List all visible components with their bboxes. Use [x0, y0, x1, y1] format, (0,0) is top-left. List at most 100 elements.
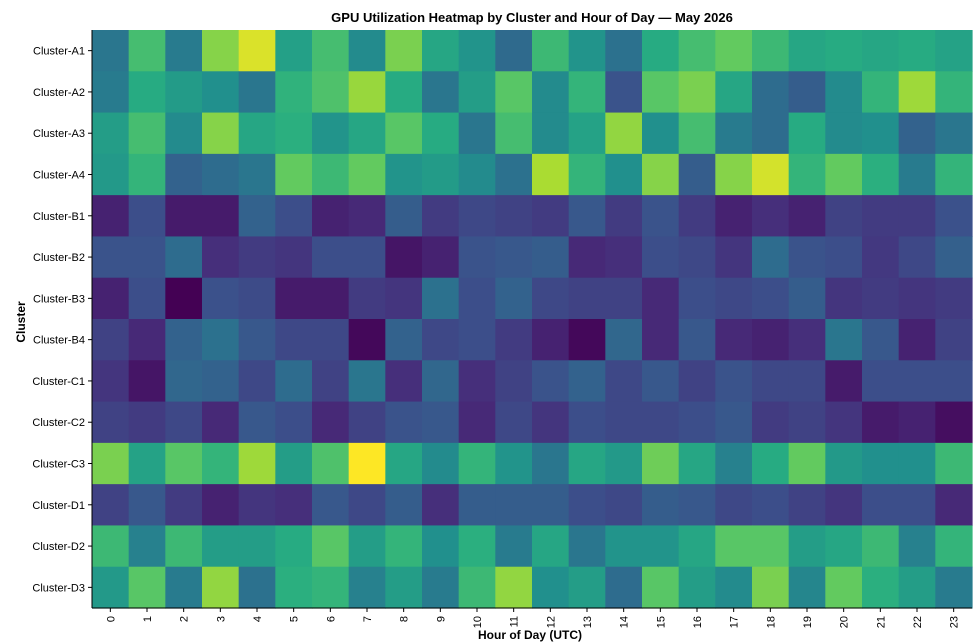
- heatmap-cell-cluster-a4-h1: [128, 153, 166, 196]
- heatmap-cell-cluster-b4-h8: [385, 319, 423, 361]
- heatmap-cell-cluster-b2-h4: [238, 236, 276, 279]
- heatmap-cell-cluster-c3-h20: [825, 442, 863, 485]
- heatmap-cell-cluster-d1-h3: [202, 484, 240, 527]
- heatmap-cell-cluster-c1-h0: [92, 360, 130, 403]
- heatmap-cell-cluster-a3-h14: [605, 112, 643, 155]
- heatmap-cell-cluster-c1-h2: [165, 360, 203, 403]
- heatmap-cell-cluster-d2-h6: [312, 525, 350, 568]
- heatmap-cell-cluster-a3-h1: [128, 112, 166, 155]
- heatmap-cell-cluster-a1-h7: [348, 30, 386, 72]
- heatmap-cell-cluster-b1-h21: [862, 195, 900, 238]
- heatmap-cell-cluster-b4-h9: [422, 319, 460, 361]
- y-tick-label: Cluster-B2: [33, 252, 85, 264]
- x-axis: 0 1 2 3 4 5 6 7 8 9 10 11 12 13 14 15 16 17 18 19 20 21 22 23: [92, 607, 972, 628]
- heatmap-cell-cluster-c1-h15: [642, 360, 680, 403]
- heatmap-cell-cluster-a3-h10: [458, 112, 496, 155]
- heatmap-cell-cluster-a3-h22: [898, 112, 936, 155]
- heatmap-cell-cluster-c1-h1: [128, 360, 166, 403]
- heatmap-cell-cluster-b2-h6: [312, 236, 350, 279]
- heatmap-cell-cluster-b1-h6: [312, 195, 350, 238]
- heatmap-cell-cluster-c3-h16: [678, 442, 716, 485]
- heatmap-cell-cluster-b3-h1: [128, 277, 166, 320]
- heatmap-cell-cluster-a3-h4: [238, 112, 276, 155]
- heatmap-cell-cluster-d3-h15: [642, 566, 680, 609]
- heatmap-cell-cluster-a4-h10: [458, 153, 496, 196]
- heatmap-cell-cluster-d3-h7: [348, 566, 386, 609]
- y-tick-label: Cluster-B3: [33, 293, 85, 305]
- x-tick-label: 12: [545, 616, 557, 628]
- x-tick-label: 10: [472, 616, 484, 628]
- heatmap-cell-cluster-b2-h13: [568, 236, 606, 279]
- heatmap-cell-cluster-b3-h23: [935, 277, 973, 320]
- heatmap-cell-cluster-b2-h18: [752, 236, 790, 279]
- heatmap-cell-cluster-b4-h22: [898, 319, 936, 361]
- heatmap-cell-cluster-d2-h2: [165, 525, 203, 568]
- heatmap-cell-cluster-a1-h20: [825, 30, 863, 72]
- x-tick-label: 11: [509, 616, 521, 627]
- x-tick-label: 3: [215, 616, 227, 622]
- heatmap-cell-cluster-a2-h8: [385, 71, 423, 114]
- heatmap-cell-cluster-a3-h0: [92, 112, 130, 155]
- heatmap-cell-cluster-c3-h2: [165, 442, 203, 485]
- heatmap-cell-cluster-a2-h5: [275, 71, 313, 114]
- heatmap-cell-cluster-a1-h12: [532, 30, 570, 72]
- heatmap-cell-cluster-d3-h21: [862, 566, 900, 609]
- heatmap-cell-cluster-b3-h9: [422, 277, 460, 320]
- heatmap-cell-cluster-a1-h13: [568, 30, 606, 72]
- heatmap-cell-cluster-c2-h7: [348, 401, 386, 444]
- y-tick-label: Cluster-C3: [32, 459, 85, 471]
- heatmap-cell-cluster-a4-h21: [862, 153, 900, 196]
- heatmap-cell-cluster-a4-h23: [935, 153, 973, 196]
- heatmap-cell-cluster-a4-h18: [752, 153, 790, 196]
- heatmap-cell-cluster-b3-h0: [92, 277, 130, 320]
- heatmap-cell-cluster-d3-h1: [128, 566, 166, 609]
- heatmap-cell-cluster-d1-h23: [935, 484, 973, 527]
- heatmap-cell-cluster-b4-h0: [92, 319, 130, 361]
- heatmap-cell-cluster-a1-h17: [715, 30, 753, 72]
- heatmap-cell-cluster-b3-h21: [862, 277, 900, 320]
- heatmap-cell-cluster-c3-h21: [862, 442, 900, 485]
- x-tick-label: 20: [839, 616, 851, 628]
- heatmap-cell-cluster-c3-h5: [275, 442, 313, 485]
- y-tick-label: Cluster-B4: [33, 335, 85, 347]
- heatmap-cell-cluster-b4-h1: [128, 319, 166, 361]
- heatmap-cell-cluster-b2-h11: [495, 236, 533, 279]
- heatmap-cell-cluster-b3-h18: [752, 277, 790, 320]
- heatmap-cell-cluster-b3-h13: [568, 277, 606, 320]
- heatmap-cell-cluster-a1-h6: [312, 30, 350, 72]
- heatmap-cell-cluster-c3-h8: [385, 442, 423, 485]
- y-tick-label: Cluster-A2: [33, 87, 85, 99]
- heatmap-cell-cluster-d3-h10: [458, 566, 496, 609]
- heatmap-cell-cluster-b2-h12: [532, 236, 570, 279]
- heatmap-cell-cluster-c1-h21: [862, 360, 900, 403]
- heatmap-cell-cluster-c2-h12: [532, 401, 570, 444]
- heatmap-cell-cluster-b4-h23: [935, 319, 973, 361]
- heatmap-cell-cluster-c1-h6: [312, 360, 350, 403]
- heatmap-cell-cluster-d3-h20: [825, 566, 863, 609]
- heatmap-cell-cluster-a3-h19: [788, 112, 826, 155]
- heatmap-cell-cluster-d1-h13: [568, 484, 606, 527]
- heatmap-cell-cluster-a2-h6: [312, 71, 350, 114]
- heatmap-cell-cluster-c1-h18: [752, 360, 790, 403]
- heatmap-cell-cluster-a4-h5: [275, 153, 313, 196]
- heatmap-cell-cluster-c1-h7: [348, 360, 386, 403]
- heatmap-cell-cluster-a3-h15: [642, 112, 680, 155]
- heatmap-cell-cluster-a1-h14: [605, 30, 643, 72]
- heatmap-cell-cluster-b1-h15: [642, 195, 680, 238]
- heatmap-cell-cluster-b1-h4: [238, 195, 276, 238]
- heatmap-cell-cluster-b3-h16: [678, 277, 716, 320]
- heatmap-cell-cluster-c1-h23: [935, 360, 973, 403]
- heatmap-cell-cluster-d3-h16: [678, 566, 716, 609]
- heatmap-cell-cluster-b4-h16: [678, 319, 716, 361]
- heatmap-cell-cluster-d2-h21: [862, 525, 900, 568]
- heatmap-cell-cluster-a3-h11: [495, 112, 533, 155]
- heatmap-cell-cluster-d2-h12: [532, 525, 570, 568]
- heatmap-cell-cluster-a3-h16: [678, 112, 716, 155]
- heatmap-cell-cluster-d2-h16: [678, 525, 716, 568]
- heatmap-cell-cluster-a3-h20: [825, 112, 863, 155]
- heatmap-cell-cluster-b2-h2: [165, 236, 203, 279]
- heatmap-cell-cluster-b3-h6: [312, 277, 350, 320]
- heatmap-cell-cluster-d3-h23: [935, 566, 973, 609]
- heatmap-cell-cluster-b3-h8: [385, 277, 423, 320]
- chart-title: GPU Utilization Heatmap by Cluster and H…: [331, 10, 733, 25]
